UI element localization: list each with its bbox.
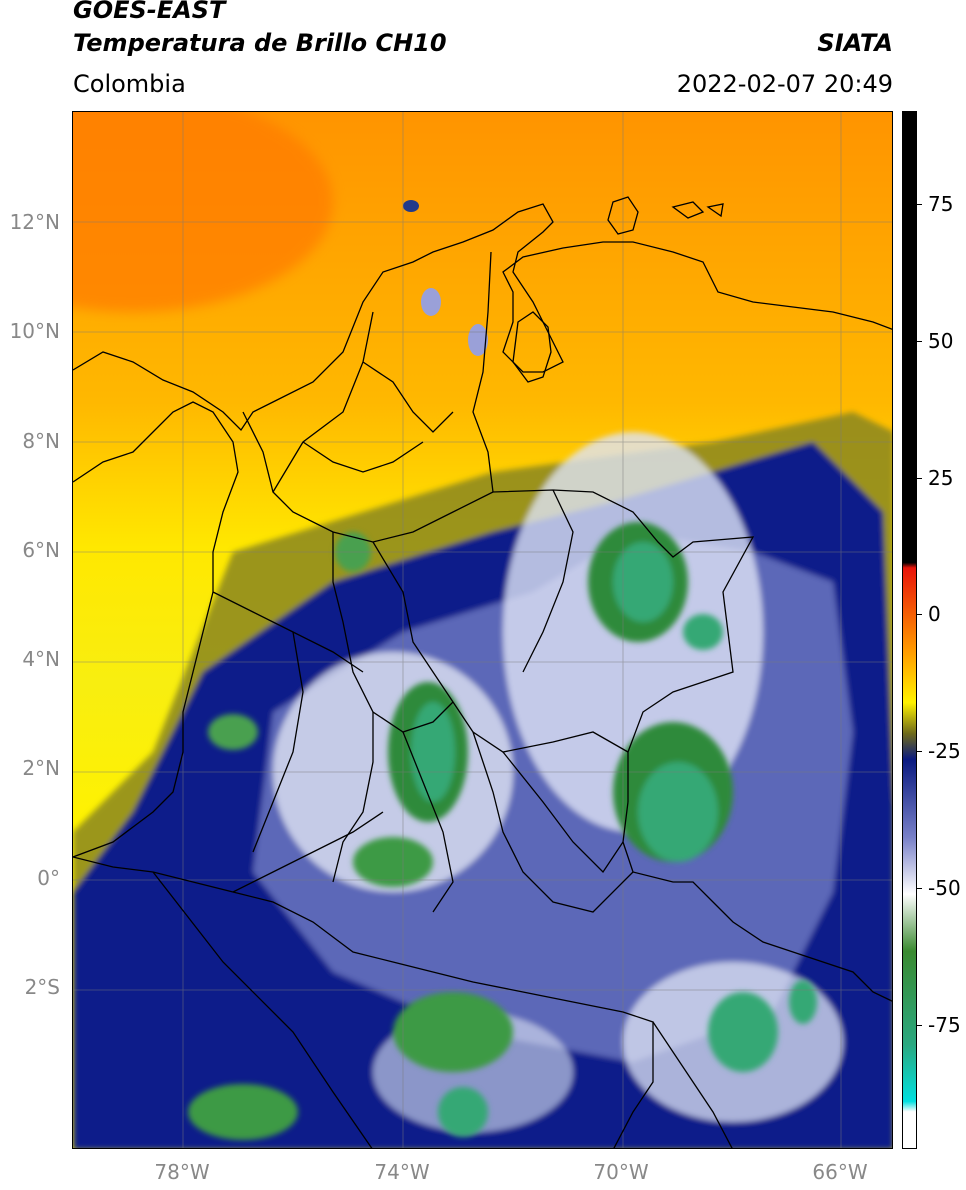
lon-tick-label: 74°W: [374, 1160, 430, 1184]
region-label: Colombia: [73, 70, 186, 98]
lon-tick-label: 70°W: [593, 1160, 649, 1184]
lake-maracaibo: [512, 311, 552, 383]
cold-core: [188, 1084, 298, 1140]
colorbar-label: -75: [928, 1013, 961, 1037]
cold-core: [683, 614, 723, 650]
colorbar-tick: [917, 751, 922, 752]
lat-tick-label: 8°N: [22, 429, 60, 453]
internal-border: [362, 361, 454, 433]
border-brazil-peru: [652, 1021, 733, 1148]
internal-border: [272, 311, 374, 493]
lat-tick-label: 6°N: [22, 538, 60, 562]
colorbar-label: 75: [928, 192, 954, 216]
temperature-colorbar: [902, 111, 917, 1149]
colorbar-tick: [917, 204, 922, 205]
warm-region: [73, 112, 333, 312]
internal-border: [232, 811, 384, 893]
colorbar-tick: [917, 341, 922, 342]
colorbar-tick: [917, 1025, 922, 1026]
colorbar-label: 0: [928, 602, 941, 626]
boundaries: [73, 196, 892, 1148]
colorbar-label: 25: [928, 466, 954, 490]
lat-tick-label: 4°N: [22, 647, 60, 671]
coastline-pacific: [73, 401, 239, 858]
cold-core: [789, 980, 817, 1024]
lat-tick-label: 12°N: [9, 210, 60, 234]
internal-border: [332, 532, 454, 733]
island: [671, 201, 705, 219]
colorbar-label: 50: [928, 329, 954, 353]
lat-tick-label: 0°: [37, 866, 60, 890]
lat-tick-label: 2°S: [24, 975, 60, 999]
internal-border: [252, 631, 304, 853]
cold-core: [613, 542, 673, 622]
colorbar-tick: [917, 888, 922, 889]
product-title: Temperatura de Brillo CH10: [73, 29, 447, 57]
internal-border: [402, 731, 454, 913]
small-cloud: [421, 288, 441, 316]
colorbar-label: -50: [928, 876, 961, 900]
lat-tick-label: 10°N: [9, 319, 60, 343]
satellite-title: GOES-EAST: [73, 0, 226, 24]
internal-border: [332, 712, 374, 883]
island: [607, 196, 639, 235]
cold-core: [708, 992, 778, 1072]
coastline-caribbean: [73, 203, 892, 432]
internal-border: [472, 731, 634, 913]
colorbar-tick: [917, 614, 922, 615]
border-colombia-peru: [73, 856, 654, 1148]
cold-core: [638, 762, 718, 862]
lon-tick-label: 66°W: [812, 1160, 868, 1184]
map-canvas: [73, 112, 892, 1148]
border-colombia-venezuela: [472, 251, 755, 802]
cold-core: [393, 992, 513, 1072]
colorbar-tick: [917, 478, 922, 479]
satellite-map[interactable]: [72, 111, 893, 1149]
internal-border: [502, 751, 624, 874]
organization-label: SIATA: [817, 29, 893, 57]
border-south: [152, 871, 373, 1148]
grid-lines: [73, 112, 892, 1148]
cold-core: [208, 714, 258, 750]
lat-tick-label: 2°N: [22, 756, 60, 780]
lon-tick-label: 78°W: [154, 1160, 210, 1184]
island: [706, 203, 724, 218]
internal-border: [302, 441, 424, 473]
internal-border: [372, 541, 629, 753]
small-cloud: [403, 200, 419, 212]
cold-core: [411, 702, 455, 802]
internal-border: [522, 489, 574, 673]
cold-core: [353, 837, 433, 887]
datetime-label: 2022-02-07 20:49: [676, 70, 893, 98]
colorbar-label: -25: [928, 739, 961, 763]
cold-core: [438, 1087, 488, 1137]
